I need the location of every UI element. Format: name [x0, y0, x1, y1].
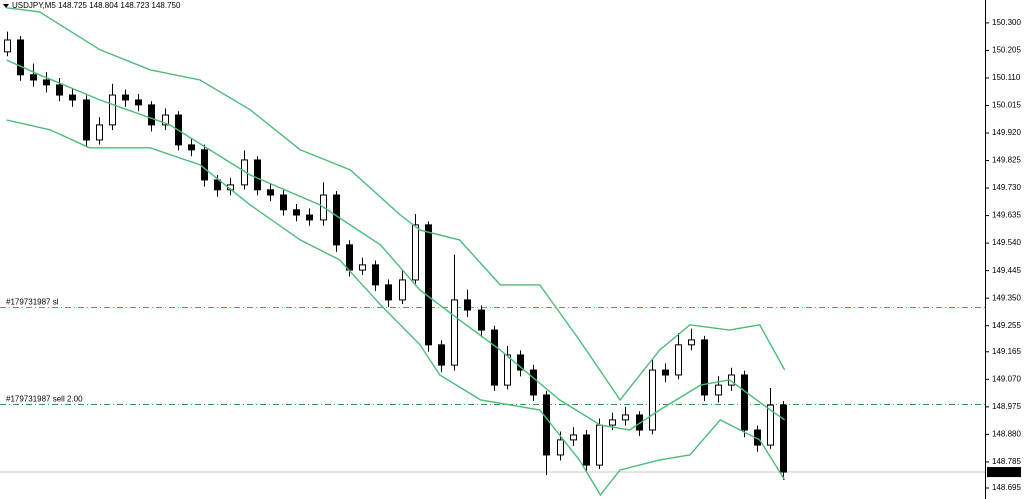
candle-body: [30, 74, 37, 81]
y-tick-label: 148.785: [992, 457, 1021, 466]
order-label: #179731987 sell 2.00: [6, 395, 83, 404]
y-tick-label: 149.445: [992, 266, 1021, 275]
candle-body: [767, 404, 774, 446]
candle-body: [96, 124, 103, 141]
candle-body: [662, 369, 669, 376]
candle-body: [464, 299, 471, 311]
candle-body: [609, 419, 616, 426]
candle-body: [438, 344, 445, 366]
y-tick-label: 148.695: [992, 483, 1021, 492]
y-tick-label: 148.975: [992, 402, 1021, 411]
y-tick-label: 149.540: [992, 238, 1021, 247]
candle-body: [17, 39, 24, 76]
candle-body: [557, 439, 564, 456]
y-tick-label: 149.165: [992, 347, 1021, 356]
candle-body: [675, 344, 682, 376]
last-price-label: 148.750: [990, 467, 1019, 476]
chart-title: USDJPY,M5 148.725 148.804 148.723 148.75…: [12, 1, 181, 10]
candle-body: [148, 104, 155, 126]
y-tick-label: 148.880: [992, 429, 1021, 438]
candle-body: [543, 394, 550, 456]
candle-body: [399, 279, 406, 301]
candle-body: [570, 434, 577, 441]
y-tick-label: 149.920: [992, 128, 1021, 137]
y-tick-label: 150.015: [992, 101, 1021, 110]
candle-body: [649, 369, 656, 431]
order-label: #179731987 sl: [6, 298, 59, 307]
candle-body: [359, 264, 366, 271]
candle-body: [241, 159, 248, 186]
candle-body: [83, 99, 90, 141]
candle-body: [122, 94, 129, 101]
menu-arrow[interactable]: [3, 4, 9, 8]
bollinger-band: [6, 7, 786, 402]
y-tick-label: 150.300: [992, 18, 1021, 27]
candle-body: [688, 339, 695, 346]
last-price-box: [987, 467, 1021, 478]
bollinger-band: [6, 119, 786, 497]
y-tick-label: 149.350: [992, 293, 1021, 302]
candle-body: [201, 149, 208, 181]
candle-body: [372, 264, 379, 286]
candle-body: [162, 114, 169, 126]
candle-body: [43, 79, 50, 86]
y-tick-label: 149.255: [992, 321, 1021, 330]
candle-body: [214, 179, 221, 191]
candle-body: [596, 424, 603, 466]
candle-body: [254, 159, 261, 191]
candle-body: [69, 94, 76, 101]
candle-body: [346, 244, 353, 271]
candle-body: [741, 374, 748, 431]
candle-body: [333, 194, 340, 246]
y-tick-label: 149.730: [992, 183, 1021, 192]
candle-body: [293, 209, 300, 216]
candle-body: [412, 224, 419, 281]
candle-body: [109, 94, 116, 126]
y-tick-label: 149.070: [992, 374, 1021, 383]
y-tick-label: 149.825: [992, 156, 1021, 165]
candle-body: [267, 189, 274, 196]
bollinger-band: [6, 59, 786, 431]
candle-body: [491, 329, 498, 386]
candle-body: [385, 284, 392, 301]
candle-body: [188, 144, 195, 151]
candle-body: [451, 299, 458, 366]
candle-body: [583, 434, 590, 466]
candle-body: [135, 99, 142, 106]
y-tick-label: 150.205: [992, 46, 1021, 55]
candle-body: [701, 339, 708, 396]
candle-body: [425, 224, 432, 346]
y-tick-label: 149.635: [992, 211, 1021, 220]
candle-body: [56, 84, 63, 96]
candle-body: [306, 214, 313, 221]
candle-body: [715, 384, 722, 396]
candle-body: [478, 309, 485, 331]
y-tick-label: 150.110: [992, 73, 1021, 82]
candle-body: [530, 369, 537, 396]
candle-body: [4, 39, 11, 53]
candle-body: [622, 414, 629, 421]
candle-body: [280, 194, 287, 211]
candle-body: [504, 354, 511, 386]
candle-body: [780, 404, 787, 473]
candle-body: [517, 354, 524, 371]
